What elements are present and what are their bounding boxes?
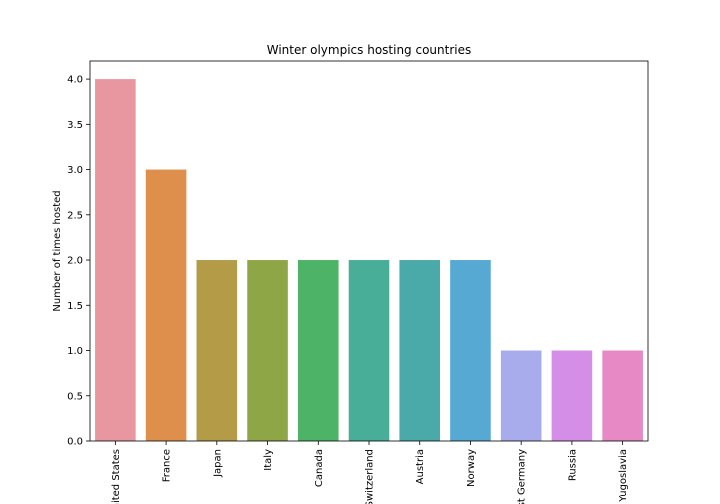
x-tick-label: Switzerland	[365, 449, 376, 504]
x-tick-label: Norway	[466, 449, 477, 487]
x-tick-label: United States	[111, 449, 122, 504]
x-tick-label: Canada	[314, 449, 325, 487]
y-tick-label: 2.5	[67, 210, 83, 221]
y-tick-label: 2.0	[67, 256, 83, 267]
bar-italy	[247, 260, 288, 441]
bar-united-states	[95, 79, 136, 441]
plot-area	[95, 79, 643, 442]
y-tick-label: 0.0	[67, 437, 83, 448]
y-tick-label: 1.0	[67, 346, 83, 357]
y-axis: 0.0 0.5 1.0 1.5 2.0 2.5 3.0 3.5 4.0	[67, 75, 90, 448]
y-tick-label: 3.5	[67, 120, 83, 131]
plot-frame	[89, 60, 649, 442]
x-tick-label: France	[162, 449, 173, 482]
chart-title: Winter olympics hosting countries	[267, 43, 472, 57]
x-tick-label: Yugoslavia	[618, 449, 629, 503]
bar-canada	[297, 260, 339, 441]
x-tick-label: West Germany	[517, 449, 528, 504]
bar-japan	[196, 260, 238, 441]
x-tick-label: Russia	[567, 449, 578, 481]
bar-west-germany	[500, 350, 542, 441]
y-axis-label: Number of times hosted	[52, 190, 63, 311]
y-tick-label: 3.0	[67, 165, 83, 176]
x-tick-label: Japan	[212, 449, 223, 478]
bar-yugoslavia	[602, 350, 643, 441]
x-tick-label: Austria	[415, 449, 426, 484]
bar-switzerland	[348, 260, 390, 441]
bar-russia	[551, 350, 593, 441]
y-tick-label: 0.5	[67, 391, 83, 402]
x-axis: United States France Japan Italy Canada Switz…	[111, 441, 629, 504]
y-tick-label: 4.0	[67, 75, 83, 86]
y-tick-label: 1.5	[67, 301, 83, 312]
bar-austria	[399, 260, 441, 441]
bar-france	[145, 169, 187, 442]
x-tick-label: Italy	[263, 449, 274, 471]
bar-norway	[450, 260, 491, 441]
